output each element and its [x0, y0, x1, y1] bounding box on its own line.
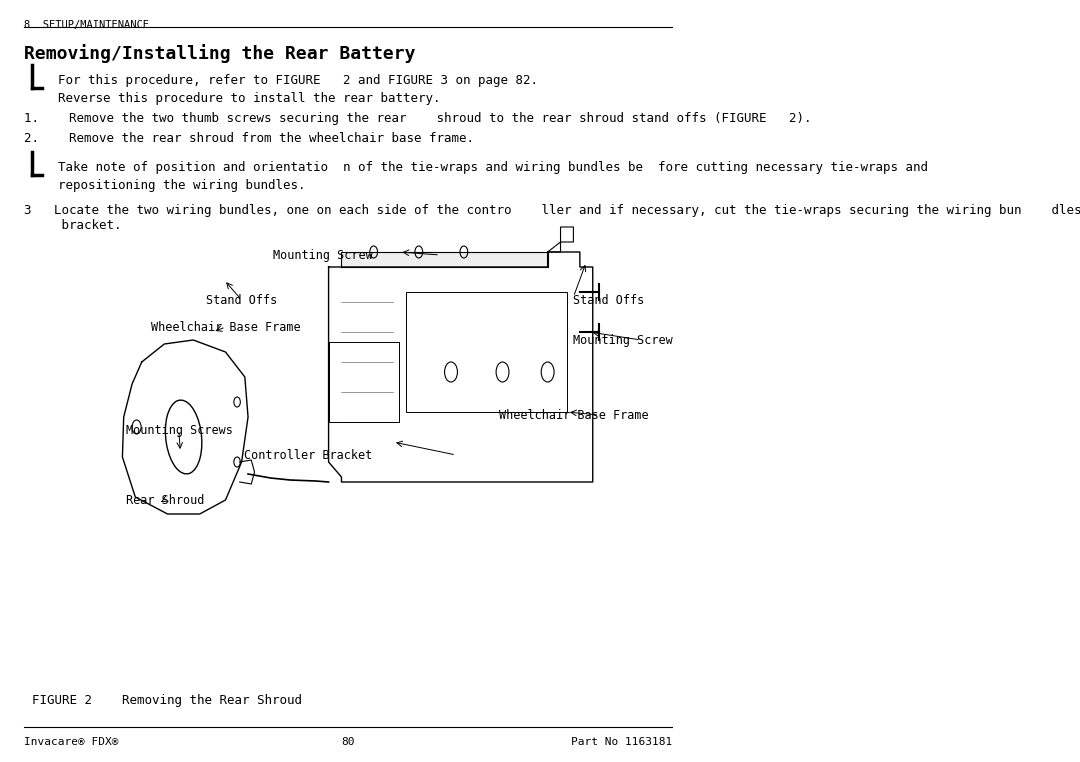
Text: FIGURE 2    Removing the Rear Shroud: FIGURE 2 Removing the Rear Shroud — [32, 694, 302, 707]
Text: Take note of position and orientatio  n of the tie-wraps and wiring bundles be  : Take note of position and orientatio n o… — [58, 161, 928, 174]
Text: repositioning the wiring bundles.: repositioning the wiring bundles. — [58, 179, 306, 192]
Text: 1.    Remove the two thumb screws securing the rear    shroud to the rear shroud: 1. Remove the two thumb screws securing … — [24, 112, 811, 125]
Text: 8  SETUP/MAINTENANCE: 8 SETUP/MAINTENANCE — [24, 20, 149, 30]
Text: Invacare® FDX®: Invacare® FDX® — [24, 737, 119, 747]
Text: Wheelchair Base Frame: Wheelchair Base Frame — [151, 321, 301, 334]
Text: Controller Bracket: Controller Bracket — [244, 449, 373, 462]
Text: 3   Locate the two wiring bundles, one on each side of the contro    ller and if: 3 Locate the two wiring bundles, one on … — [24, 204, 1080, 217]
Text: 80: 80 — [341, 737, 354, 747]
Text: Reverse this procedure to install the rear battery.: Reverse this procedure to install the re… — [58, 92, 441, 105]
Text: 2.    Remove the rear shroud from the wheelchair base frame.: 2. Remove the rear shroud from the wheel… — [24, 132, 474, 145]
Text: For this procedure, refer to FIGURE   2 and FIGURE 3 on page 82.: For this procedure, refer to FIGURE 2 an… — [58, 74, 538, 87]
Text: Mounting Screws: Mounting Screws — [125, 424, 232, 437]
Text: Rear Shroud: Rear Shroud — [125, 494, 204, 507]
Text: Removing/Installing the Rear Battery: Removing/Installing the Rear Battery — [24, 44, 416, 63]
Text: bracket.: bracket. — [24, 219, 121, 232]
Polygon shape — [341, 252, 548, 267]
Text: Wheelchair Base Frame: Wheelchair Base Frame — [499, 408, 649, 421]
Text: Part No 1163181: Part No 1163181 — [570, 737, 672, 747]
Text: Mounting Screw: Mounting Screw — [573, 334, 673, 347]
Text: Stand Offs: Stand Offs — [573, 293, 645, 306]
Text: Stand Offs: Stand Offs — [206, 293, 278, 306]
Text: Mounting Screw: Mounting Screw — [272, 248, 373, 261]
